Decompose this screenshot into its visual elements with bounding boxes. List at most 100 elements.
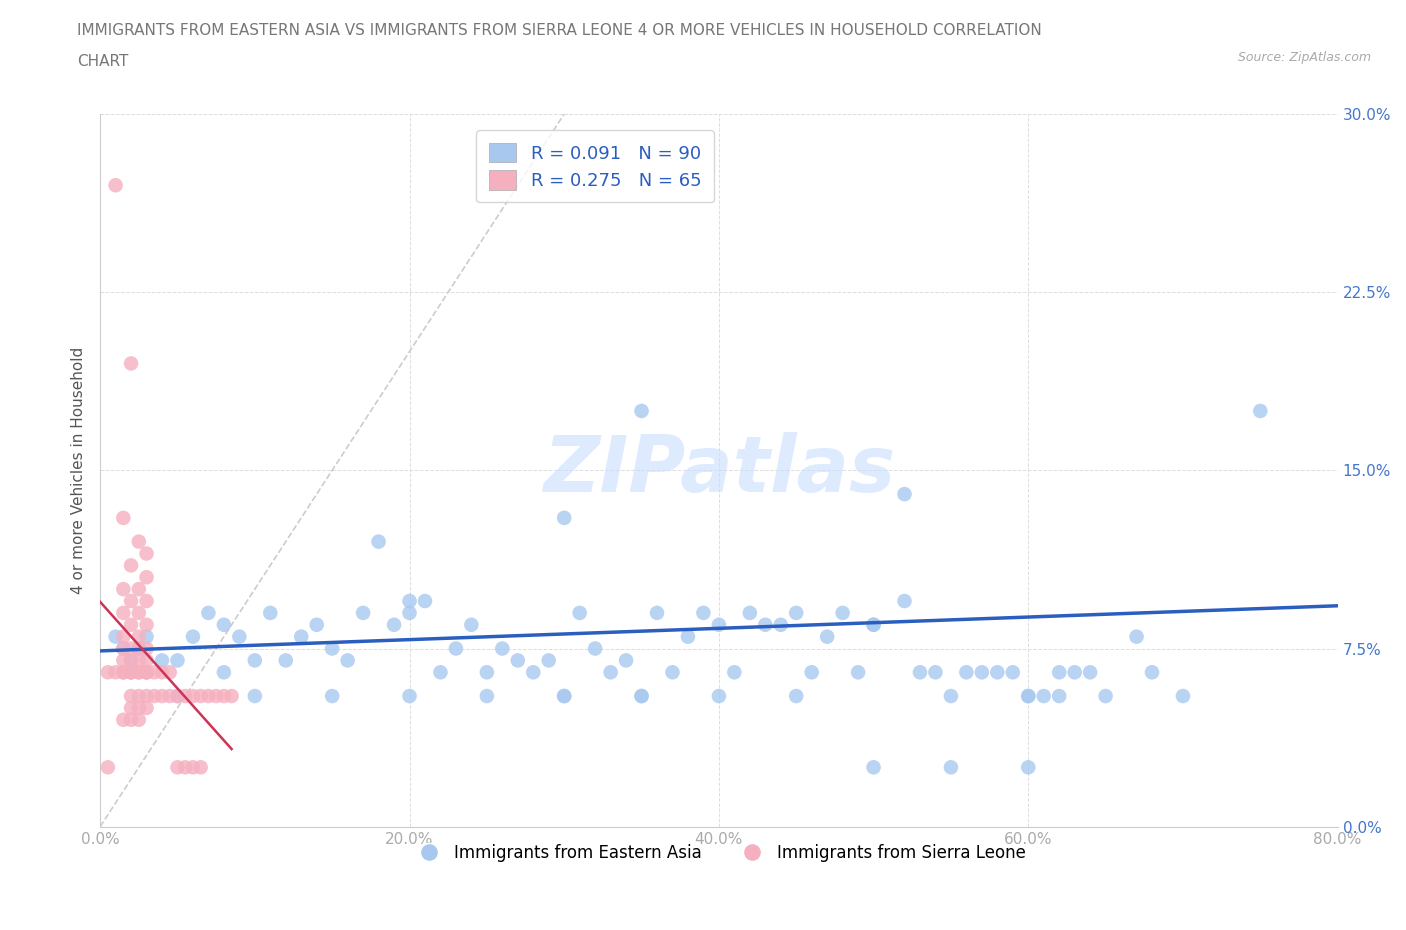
Point: [769, 618, 792, 632]
Point: [862, 760, 884, 775]
Point: [568, 605, 591, 620]
Point: [150, 688, 173, 703]
Point: [120, 665, 142, 680]
Point: [135, 665, 157, 680]
Point: [104, 630, 127, 644]
Point: [321, 641, 343, 656]
Point: [1047, 665, 1070, 680]
Point: [754, 618, 776, 632]
Point: [97, 760, 120, 775]
Point: [128, 581, 150, 596]
Point: [135, 653, 157, 668]
Point: [120, 593, 142, 608]
Point: [382, 618, 405, 632]
Point: [135, 570, 157, 585]
Text: ZIPatlas: ZIPatlas: [543, 432, 896, 509]
Point: [1249, 404, 1271, 418]
Point: [475, 665, 498, 680]
Point: [135, 700, 157, 715]
Point: [645, 605, 668, 620]
Point: [893, 593, 915, 608]
Point: [159, 665, 181, 680]
Point: [1094, 688, 1116, 703]
Point: [166, 688, 188, 703]
Point: [150, 665, 173, 680]
Point: [197, 688, 219, 703]
Point: [128, 688, 150, 703]
Point: [583, 641, 606, 656]
Point: [831, 605, 853, 620]
Point: [212, 618, 235, 632]
Point: [522, 665, 544, 680]
Point: [243, 688, 266, 703]
Point: [212, 665, 235, 680]
Point: [120, 558, 142, 573]
Point: [955, 665, 977, 680]
Point: [723, 665, 745, 680]
Point: [444, 641, 467, 656]
Point: [128, 630, 150, 644]
Point: [305, 618, 328, 632]
Text: IMMIGRANTS FROM EASTERN ASIA VS IMMIGRANTS FROM SIERRA LEONE 4 OR MORE VEHICLES : IMMIGRANTS FROM EASTERN ASIA VS IMMIGRAN…: [77, 23, 1042, 38]
Point: [128, 700, 150, 715]
Point: [112, 630, 135, 644]
Point: [1140, 665, 1163, 680]
Point: [475, 688, 498, 703]
Point: [221, 688, 243, 703]
Point: [1017, 688, 1039, 703]
Point: [553, 688, 575, 703]
Point: [398, 593, 420, 608]
Point: [174, 760, 197, 775]
Point: [128, 712, 150, 727]
Point: [197, 605, 219, 620]
Point: [908, 665, 931, 680]
Point: [112, 641, 135, 656]
Point: [815, 630, 838, 644]
Point: [135, 665, 157, 680]
Point: [785, 605, 807, 620]
Text: CHART: CHART: [77, 54, 129, 69]
Point: [614, 653, 637, 668]
Point: [862, 618, 884, 632]
Y-axis label: 4 or more Vehicles in Household: 4 or more Vehicles in Household: [72, 347, 86, 594]
Point: [104, 665, 127, 680]
Point: [630, 688, 652, 703]
Point: [228, 630, 250, 644]
Point: [166, 688, 188, 703]
Point: [181, 688, 204, 703]
Point: [986, 665, 1008, 680]
Point: [120, 653, 142, 668]
Point: [104, 178, 127, 193]
Point: [128, 665, 150, 680]
Text: Source: ZipAtlas.com: Source: ZipAtlas.com: [1237, 51, 1371, 64]
Point: [1063, 665, 1085, 680]
Point: [150, 653, 173, 668]
Point: [135, 618, 157, 632]
Point: [1017, 760, 1039, 775]
Point: [553, 511, 575, 525]
Point: [120, 356, 142, 371]
Point: [924, 665, 946, 680]
Legend: Immigrants from Eastern Asia, Immigrants from Sierra Leone: Immigrants from Eastern Asia, Immigrants…: [405, 837, 1032, 869]
Point: [120, 653, 142, 668]
Point: [190, 688, 212, 703]
Point: [862, 618, 884, 632]
Point: [537, 653, 560, 668]
Point: [738, 605, 761, 620]
Point: [120, 618, 142, 632]
Point: [128, 653, 150, 668]
Point: [181, 760, 204, 775]
Point: [259, 605, 281, 620]
Point: [939, 760, 962, 775]
Point: [1017, 688, 1039, 703]
Point: [135, 630, 157, 644]
Point: [128, 534, 150, 549]
Point: [112, 511, 135, 525]
Point: [692, 605, 714, 620]
Point: [135, 688, 157, 703]
Point: [120, 665, 142, 680]
Point: [174, 688, 197, 703]
Point: [429, 665, 451, 680]
Point: [159, 688, 181, 703]
Point: [135, 546, 157, 561]
